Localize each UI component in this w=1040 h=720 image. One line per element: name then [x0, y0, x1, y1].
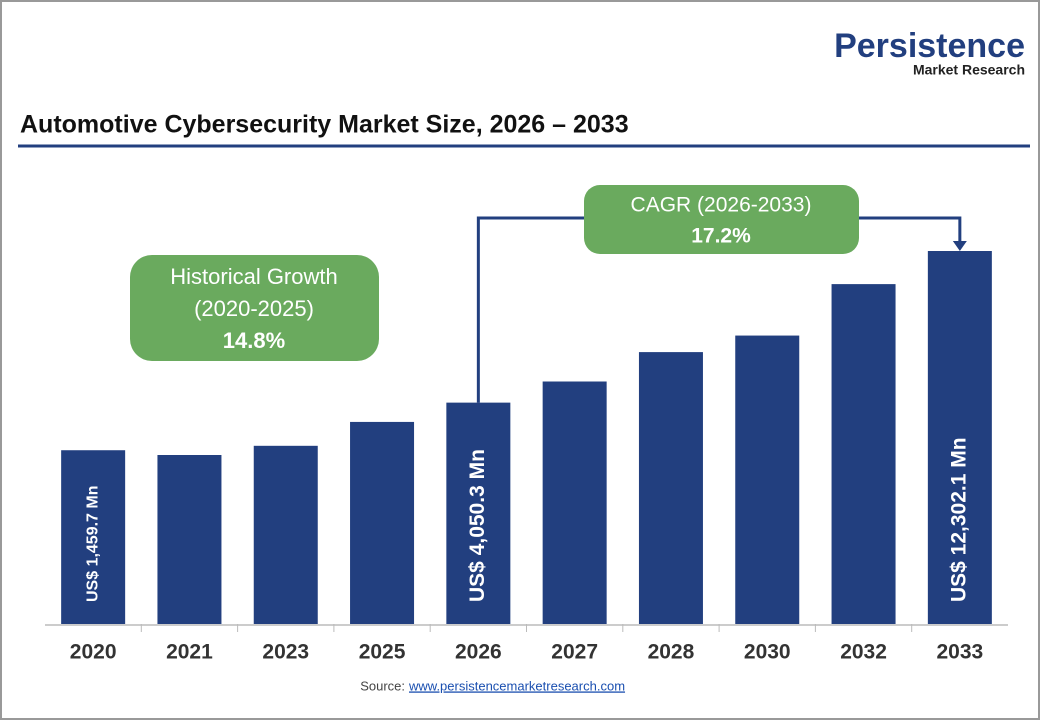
- annotation-text: 14.8%: [223, 328, 285, 353]
- x-tick-label: 2028: [648, 641, 695, 664]
- x-tick-label: 2023: [262, 641, 309, 664]
- x-tick-label: 2020: [70, 641, 117, 664]
- source-url[interactable]: www.persistencemarketresearch.com: [408, 678, 625, 693]
- bar: [446, 402, 511, 624]
- bar: [61, 450, 126, 624]
- annotation-box: [584, 185, 859, 254]
- bar: [638, 352, 703, 624]
- x-tick-label: 2030: [744, 641, 791, 664]
- bar: [927, 251, 992, 624]
- x-tick-label: 2021: [166, 641, 213, 664]
- annotation-text: Historical Growth: [170, 264, 337, 289]
- logo-name: Persistence: [834, 27, 1025, 65]
- x-tick-label: 2032: [840, 641, 887, 664]
- value-label: US$ 1,459.7 Mn: [84, 486, 101, 603]
- connector-arrow: [952, 241, 967, 251]
- bar: [253, 445, 318, 624]
- bar: [350, 421, 415, 624]
- value-label: US$ 12,302.1 Mn: [947, 437, 970, 602]
- source-label: Source:: [360, 678, 405, 693]
- x-tick-label: 2025: [359, 641, 406, 664]
- annotation-text: CAGR (2026-2033): [631, 194, 812, 217]
- value-label: US$ 4,050.3 Mn: [466, 449, 489, 602]
- logo-tagline: Market Research: [913, 62, 1025, 78]
- bar: [831, 284, 896, 624]
- annotation-text: (2020-2025): [194, 296, 314, 321]
- x-tick-label: 2026: [455, 641, 502, 664]
- bar: [735, 335, 800, 624]
- bar: [157, 455, 222, 624]
- annotation-box: [130, 255, 379, 361]
- chart-title: Automotive Cybersecurity Market Size, 20…: [20, 111, 629, 139]
- x-tick-label: 2027: [551, 641, 598, 664]
- x-tick-label: 2033: [936, 641, 983, 664]
- bar: [542, 381, 607, 624]
- annotation-text: 17.2%: [691, 225, 751, 248]
